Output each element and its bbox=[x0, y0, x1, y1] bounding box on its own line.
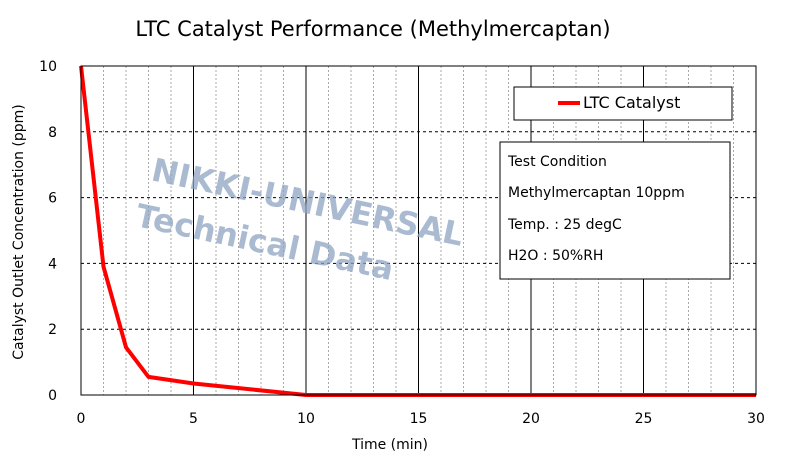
x-tick-label: 25 bbox=[635, 411, 653, 427]
y-tick-label: 2 bbox=[48, 322, 57, 338]
y-tick-label: 10 bbox=[39, 59, 57, 75]
y-tick-label: 0 bbox=[48, 388, 57, 404]
annotation-line-1: Test Condition bbox=[507, 154, 607, 170]
legend-box bbox=[513, 86, 733, 121]
chart-title: LTC Catalyst Performance (Methylmercapta… bbox=[135, 17, 610, 41]
test-condition-box: Test Condition Methylmercaptan 10ppm Tem… bbox=[499, 141, 731, 280]
legend: LTC Catalyst bbox=[513, 86, 733, 121]
annotation-line-4: H2O : 50%RH bbox=[508, 248, 603, 264]
y-axis-ticks: 0 2 4 6 8 10 bbox=[39, 59, 57, 404]
x-axis-label: Time (min) bbox=[351, 437, 428, 453]
x-tick-label: 15 bbox=[410, 411, 428, 427]
y-tick-label: 4 bbox=[48, 256, 57, 272]
y-tick-label: 6 bbox=[48, 191, 57, 207]
major-gridlines bbox=[81, 66, 756, 395]
x-tick-label: 30 bbox=[747, 411, 765, 427]
y-tick-label: 8 bbox=[48, 125, 57, 141]
x-tick-label: 10 bbox=[297, 411, 315, 427]
x-tick-label: 0 bbox=[77, 411, 86, 427]
x-tick-label: 20 bbox=[522, 411, 540, 427]
plot-frame bbox=[80, 65, 757, 396]
annotation-box bbox=[499, 141, 731, 280]
annotation-line-3: Temp. : 25 degC bbox=[507, 217, 622, 233]
y-axis-label: Catalyst Outlet Concentration (ppm) bbox=[11, 104, 27, 359]
legend-label: LTC Catalyst bbox=[583, 93, 680, 112]
x-tick-label: 5 bbox=[189, 411, 198, 427]
annotation-line-2: Methylmercaptan 10ppm bbox=[508, 185, 685, 201]
x-axis-ticks: 0 5 10 15 20 25 30 bbox=[77, 411, 765, 427]
